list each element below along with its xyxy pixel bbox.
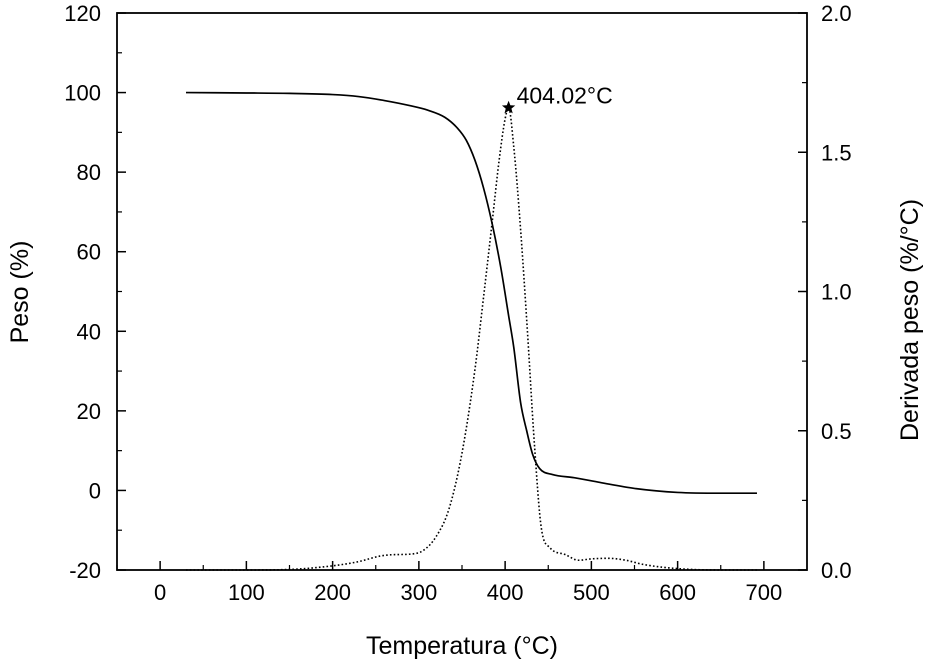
plot-area-frame [116, 12, 808, 571]
left-y-axis-title: Peso (%) [6, 241, 34, 344]
chart-marks: 404.02°C [185, 83, 757, 571]
y-right-tick-label: 0.5 [821, 419, 852, 444]
y-left-tick-label: 100 [64, 81, 101, 106]
x-tick-label: 300 [401, 580, 438, 605]
x-tick-label: 400 [487, 580, 524, 605]
peak-star-marker [501, 100, 516, 114]
weight-line [185, 91, 757, 495]
x-tick-label: 600 [659, 580, 696, 605]
y-right-tick-label: 1.5 [821, 140, 852, 165]
y-left-tick-label: 40 [77, 319, 101, 344]
x-tick-label: 700 [746, 580, 783, 605]
peak-annotation-label: 404.02°C [517, 83, 613, 109]
right-y-axis-title: Derivada peso (%/°C) [896, 199, 924, 441]
x-tick-label: 100 [228, 580, 265, 605]
derivative-weight-line [186, 106, 757, 571]
y-left-tick-label: 120 [64, 1, 101, 26]
x-axis: 0 100 200 300 400 500 600 700 [116, 561, 783, 605]
y-right-tick-label: 1.0 [821, 280, 852, 305]
y-right-tick-label: 2.0 [821, 1, 852, 26]
y-left-tick-label: 80 [77, 160, 101, 185]
x-tick-label: 200 [314, 580, 351, 605]
left-y-axis: -20 0 20 40 60 80 100 120 [64, 1, 126, 583]
x-tick-label: 500 [573, 580, 610, 605]
y-left-tick-label: 60 [77, 240, 101, 265]
right-y-axis: 0.0 0.5 1.0 1.5 2.0 [798, 1, 852, 583]
x-axis-title: Temperatura (°C) [366, 632, 558, 660]
x-tick-label: 0 [154, 580, 166, 605]
y-right-tick-label: 0.0 [821, 558, 852, 583]
y-left-tick-label: 20 [77, 399, 101, 424]
y-left-tick-label: -20 [69, 558, 101, 583]
y-left-tick-label: 0 [89, 478, 101, 503]
